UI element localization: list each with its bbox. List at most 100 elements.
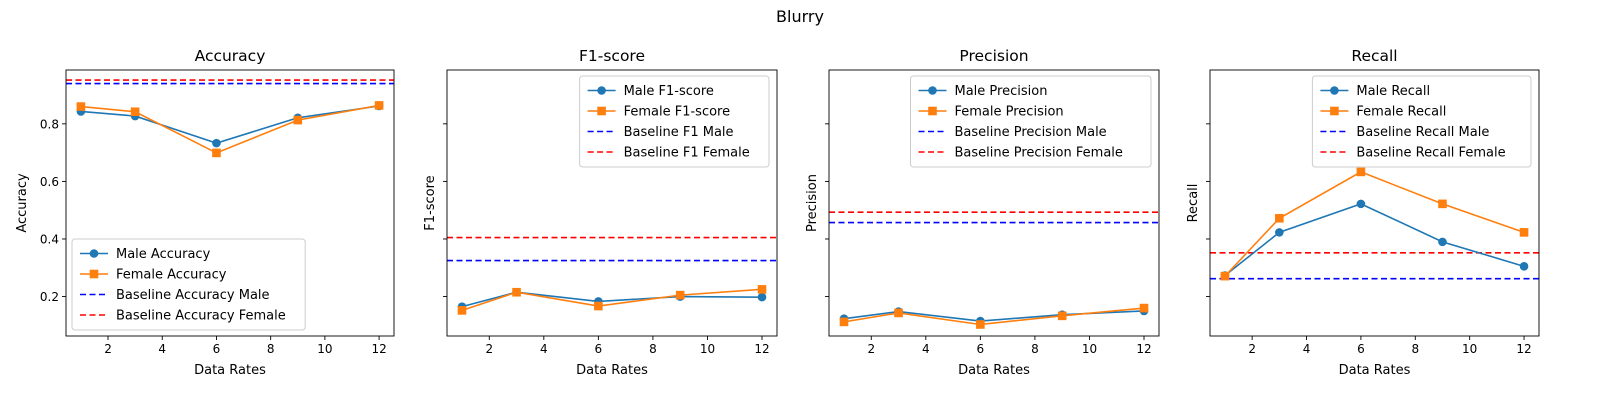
data-point-female	[457, 306, 467, 315]
x-tick-label: 10	[700, 342, 715, 356]
legend-label: Baseline Recall Female	[1356, 146, 1505, 161]
data-point-female	[1275, 213, 1284, 223]
x-tick-label: 4	[540, 342, 548, 356]
x-tick-label: 8	[649, 342, 657, 356]
legend-box	[71, 238, 306, 331]
legend-marker-circle	[89, 249, 99, 258]
plot-frame	[1209, 69, 1540, 337]
legend-marker-circle	[597, 86, 606, 95]
series-line-female	[843, 307, 1145, 326]
legend-label: Baseline F1 Female	[624, 146, 750, 161]
legend-box	[910, 75, 1152, 168]
legend-marker-square	[89, 269, 99, 279]
x-tick-label: 2	[1248, 342, 1256, 356]
x-tick-label: 6	[977, 342, 985, 356]
legend-box	[579, 75, 770, 168]
data-point-female	[976, 320, 985, 329]
legend-label: Female Recall	[1356, 105, 1446, 120]
legend: Male Accuracy Female Accuracy Baseline Acc…	[71, 238, 306, 331]
x-tick-label: 10	[317, 342, 332, 356]
plot-frame	[828, 69, 1160, 337]
subplot-title: Precision	[959, 47, 1028, 65]
legend-marker-square	[597, 106, 606, 116]
data-point-female	[1356, 167, 1366, 177]
legend-label: Female F1-score	[624, 105, 731, 120]
x-tick-label: 2	[485, 342, 493, 356]
data-point-female	[894, 308, 903, 318]
x-tick-label: 4	[922, 342, 930, 356]
legend: Male Recall Female Recall Baseline Recall …	[1311, 75, 1532, 168]
subplot-title: Accuracy	[195, 47, 266, 65]
x-tick-label: 4	[158, 342, 166, 356]
data-point-male	[1438, 237, 1447, 247]
subplot-accuracy: Accuracy 2 4 6 8 10 12 0.2 0.4 0.6 0.8 Data Rates Ac…	[15, 47, 395, 378]
data-point-male	[1356, 199, 1366, 209]
x-axis-label: Data Rates	[576, 363, 648, 378]
data-point-female	[594, 301, 603, 311]
data-point-female	[1519, 228, 1529, 237]
subplot-f1-score: F1-score 2 4 6 8 10 12 Data Rates F1-score Male F…	[423, 47, 778, 378]
y-axis-label: F1-score	[423, 175, 438, 230]
data-point-female	[675, 290, 685, 300]
data-point-male	[757, 292, 767, 302]
legend: Male Precision Female Precision Baseline P…	[910, 75, 1152, 168]
y-tick-label: 0.8	[40, 117, 59, 131]
plot-frame	[65, 69, 395, 337]
y-tick-label: 0.2	[40, 290, 59, 304]
x-tick-label: 2	[867, 342, 875, 356]
data-point-female	[76, 102, 86, 111]
legend-box	[1311, 75, 1532, 168]
data-point-male	[1519, 262, 1529, 271]
y-tick-label: 0.4	[40, 232, 59, 246]
legend-label: Male Precision	[955, 84, 1048, 99]
data-point-female	[1220, 271, 1230, 281]
x-tick-label: 8	[1411, 342, 1419, 356]
subplot-title: F1-score	[579, 47, 645, 65]
legend-label: Female Accuracy	[116, 268, 227, 283]
x-tick-label: 12	[371, 342, 386, 356]
legend-label: Baseline F1 Male	[624, 125, 734, 140]
x-tick-label: 12	[1136, 342, 1151, 356]
data-point-female	[512, 287, 521, 297]
legend-label: Male Recall	[1356, 84, 1430, 99]
plot-frame	[446, 69, 778, 337]
x-tick-label: 8	[1031, 342, 1039, 356]
x-tick-label: 8	[267, 342, 275, 356]
x-tick-label: 10	[1462, 342, 1477, 356]
x-tick-label: 4	[1303, 342, 1311, 356]
figure-suptitle: Blurry	[776, 7, 824, 26]
data-point-female	[1057, 311, 1067, 321]
subplot-title: Recall	[1351, 47, 1397, 65]
legend-label: Baseline Precision Female	[955, 146, 1123, 161]
x-axis-label: Data Rates	[1339, 363, 1411, 378]
legend-label: Male F1-score	[624, 84, 714, 99]
data-point-female	[757, 285, 767, 294]
legend-label: Baseline Precision Male	[955, 125, 1107, 140]
series-line-male	[1224, 202, 1525, 277]
y-axis-label: Recall	[1186, 184, 1201, 223]
legend-marker-circle	[1330, 86, 1339, 95]
legend-marker-square	[1330, 106, 1339, 116]
subplot-recall: Recall 2 4 6 8 10 12 Data Rates Recall Male Recal…	[1186, 47, 1540, 378]
data-point-female	[1139, 303, 1149, 313]
x-tick-label: 6	[213, 342, 221, 356]
x-tick-label: 12	[1516, 342, 1531, 356]
legend-label: Baseline Recall Male	[1356, 125, 1489, 140]
data-point-female	[212, 148, 221, 158]
subplot-precision: Precision 2 4 6 8 10 12 Data Rates Precision Male…	[805, 47, 1160, 378]
x-tick-label: 12	[754, 342, 769, 356]
data-point-female	[1438, 199, 1447, 209]
data-point-female	[374, 101, 384, 110]
x-axis-label: Data Rates	[958, 363, 1030, 378]
x-tick-label: 6	[595, 342, 603, 356]
legend: Male F1-score Female F1-score Baseline F1 …	[579, 75, 770, 168]
legend-marker-circle	[928, 86, 937, 95]
x-tick-label: 6	[1357, 342, 1365, 356]
x-tick-label: 10	[1082, 342, 1097, 356]
legend-label: Female Precision	[955, 105, 1064, 120]
x-axis-label: Data Rates	[194, 363, 266, 378]
series-line-female	[1224, 171, 1525, 277]
y-axis-label: Precision	[805, 174, 820, 232]
legend-label: Baseline Accuracy Male	[116, 288, 270, 303]
